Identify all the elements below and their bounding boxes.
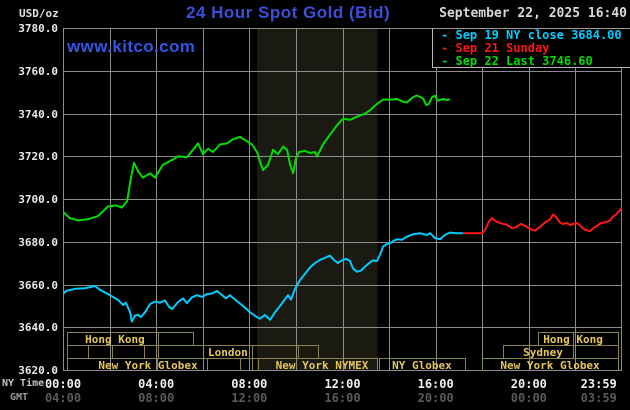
session-label: Hong Kong [85, 333, 145, 346]
ny-time-axis-label: NY Time [2, 378, 45, 389]
ny-tick-label: 23:59 [580, 377, 617, 391]
line-sample-icon: - [441, 28, 449, 42]
price-series [63, 94, 622, 323]
gmt-tick-label: 08:00 [138, 391, 175, 405]
y-tick-label: 3740.0 [18, 107, 58, 121]
session-box [88, 345, 113, 359]
y-tick-label: 3640.0 [18, 321, 58, 335]
session-label: New York Globex [500, 359, 600, 372]
kitco-watermark-link[interactable]: www.kitco.com [67, 37, 196, 56]
legend-entry-sep21: - Sep 21 Sunday [441, 42, 630, 55]
gmt-tick-label: 12:00 [231, 391, 268, 405]
session-box [482, 358, 619, 371]
line-sample-icon: - [441, 54, 449, 68]
y-axis-units-label: USD/oz [19, 7, 59, 20]
session-label: Sydney [523, 346, 563, 359]
session-label: London [208, 346, 248, 359]
session-label: New York NYMEX [275, 359, 369, 372]
session-box [67, 345, 89, 359]
gmt-tick-label: 16:00 [324, 391, 361, 405]
legend-entry-label: Sep 22 Last 3746.60 [455, 54, 593, 68]
session-label: New York Globex [98, 359, 198, 372]
ny-tick-label: 12:00 [324, 377, 361, 391]
y-tick-label: 3660.0 [18, 278, 58, 292]
session-box [258, 358, 378, 371]
gmt-tick-label: 00:00 [510, 391, 547, 405]
y-tick-label: 3700.0 [18, 193, 58, 206]
gmt-tick-label: 03:59 [580, 391, 617, 405]
line-sample-icon: - [441, 41, 449, 55]
plot-area [63, 28, 622, 371]
chart-datetime: September 22, 2025 16:40 [439, 6, 627, 21]
legend-entry-label: Sep 19 NY close 3684.00 [455, 28, 622, 42]
session-box [67, 358, 253, 371]
y-tick-label: 3760.0 [18, 64, 58, 78]
session-box [379, 358, 466, 371]
y-tick-label: 3680.0 [18, 235, 58, 249]
sep21-sunday-line [462, 206, 622, 235]
ny-tick-label: 16:00 [417, 377, 454, 391]
session-box [112, 345, 145, 359]
legend-entry-label: Sep 21 Sunday [455, 41, 550, 55]
chart-title: 24 Hour Spot Gold (Bid) [186, 3, 391, 22]
ny-tick-label: 08:00 [231, 377, 268, 391]
gmt-tick-label: 20:00 [417, 391, 454, 405]
legend-entry-sep19: - Sep 19 NY close 3684.00 [441, 29, 630, 42]
sep22-last-line [63, 94, 451, 222]
session-boxes [67, 332, 619, 371]
y-tick-label: 3620.0 [18, 364, 58, 377]
legend-entry-sep22: - Sep 22 Last 3746.60 [441, 55, 630, 68]
y-tick-label: 3780.0 [18, 22, 58, 35]
session-label: Hong Kong [543, 333, 603, 346]
plot-frame [63, 28, 622, 371]
gmt-axis-label: GMT [10, 392, 29, 403]
session-label: NY Globex [392, 359, 452, 372]
y-tick-label: 3720.0 [18, 150, 58, 164]
ny-tick-label: 00:00 [44, 377, 82, 391]
legend-box: - Sep 19 NY close 3684.00 - Sep 21 Sunda… [432, 28, 630, 68]
sep19-ny-close-line [63, 231, 463, 323]
ny-tick-label: 20:00 [510, 377, 547, 391]
ny-tick-label: 04:00 [138, 377, 175, 391]
gmt-tick-label: 04:00 [44, 391, 82, 405]
